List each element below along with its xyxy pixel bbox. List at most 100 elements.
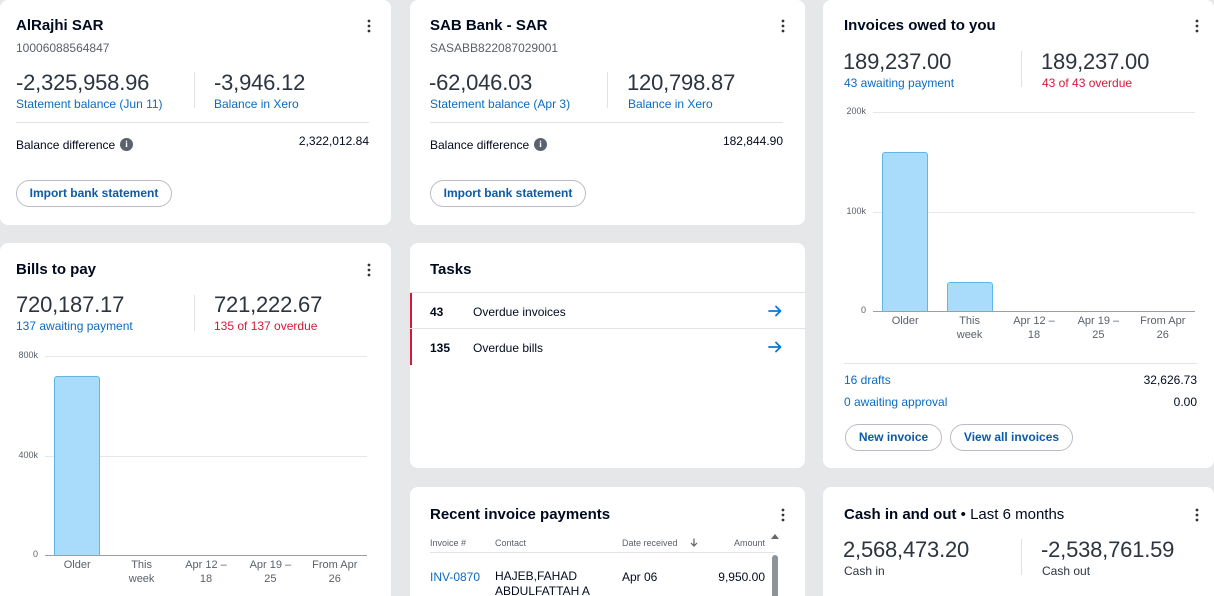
bills-to-pay-card: Bills to pay 720,187.17 137 awaiting pay… <box>0 243 391 596</box>
card-title[interactable]: Invoices owed to you <box>844 17 996 34</box>
chart-bar[interactable] <box>882 151 929 311</box>
scrollbar-thumb[interactable] <box>772 555 778 596</box>
gridline <box>873 112 1195 113</box>
period-label: • Last 6 months <box>960 506 1065 523</box>
task-count: 43 <box>430 305 444 319</box>
overdue-amount: 721,222.67 <box>214 292 323 317</box>
contact-name: HAJEB,FAHAD ABDULFATTAH A <box>495 569 590 596</box>
xero-balance-link[interactable]: Balance in Xero <box>214 97 299 111</box>
bank-account-number: 10006088564847 <box>16 41 110 55</box>
column-header-contact[interactable]: Contact <box>495 538 527 548</box>
statement-balance-amount: -62,046.03 <box>429 70 533 95</box>
more-options-icon[interactable] <box>361 18 377 34</box>
drafts-value: 32,626.73 <box>1143 373 1197 387</box>
recent-payments-card: Recent invoice payments Invoice # Contac… <box>410 487 805 596</box>
xero-balance-link[interactable]: Balance in Xero <box>628 97 713 111</box>
gridline <box>45 555 367 556</box>
cash-in-out-card: Cash in and out • Last 6 months 2,568,47… <box>823 487 1214 596</box>
more-options-icon[interactable] <box>1189 507 1205 523</box>
cash-out-amount: -2,538,761.59 <box>1041 537 1175 562</box>
more-options-icon[interactable] <box>775 18 791 34</box>
balance-difference-label: Balance difference <box>16 138 116 152</box>
statement-balance-link[interactable]: Statement balance (Jun 11) <box>16 97 163 111</box>
y-tick-label: 200k <box>846 106 866 116</box>
y-tick-label: 800k <box>18 350 38 360</box>
x-category-label: Apr 19 –25 <box>1077 315 1120 341</box>
invoice-number-link[interactable]: INV-0870 <box>430 570 481 584</box>
chart-bar[interactable] <box>54 375 101 555</box>
info-icon[interactable]: i <box>534 138 547 151</box>
awaiting-amount: 720,187.17 <box>16 292 125 317</box>
task-overdue-invoices[interactable]: 43 Overdue invoices <box>410 293 805 329</box>
more-options-icon[interactable] <box>361 262 377 278</box>
import-bank-statement-button[interactable]: Import bank statement <box>16 180 172 207</box>
table-row[interactable]: INV-0870 HAJEB,FAHAD ABDULFATTAH A Apr 0… <box>410 553 770 596</box>
scrollbar[interactable] <box>771 533 779 596</box>
divider <box>1021 51 1022 87</box>
statement-balance-link[interactable]: Statement balance (Apr 3) <box>430 97 571 111</box>
alrajhi-bank-card: AlRajhi SAR 10006088564847 -2,325,958.96… <box>0 0 391 225</box>
awaiting-payment-link[interactable]: 43 awaiting payment <box>844 76 955 90</box>
overdue-amount: 189,237.00 <box>1041 49 1150 74</box>
card-title-row: Cash in and out • Last 6 months <box>844 506 1064 523</box>
chart-bar[interactable] <box>946 282 993 311</box>
y-tick-label: 0 <box>860 305 866 315</box>
arrow-right-icon[interactable] <box>767 339 783 355</box>
awaiting-payment-link[interactable]: 137 awaiting payment <box>16 319 133 333</box>
divider <box>16 122 369 123</box>
task-overdue-bills[interactable]: 135 Overdue bills <box>410 329 805 365</box>
column-header-invoice[interactable]: Invoice # <box>430 538 467 548</box>
column-header-amount[interactable]: Amount <box>733 538 765 548</box>
x-category-label: From Apr 26 <box>312 559 358 585</box>
card-title[interactable]: Cash in and out <box>844 506 957 523</box>
gridline <box>45 455 367 457</box>
x-category-label: From Apr 26 <box>1140 315 1186 341</box>
cash-in-amount: 2,568,473.20 <box>843 537 970 562</box>
divider <box>1021 539 1022 575</box>
import-bank-statement-button[interactable]: Import bank statement <box>430 180 586 207</box>
awaiting-approval-link[interactable]: 0 awaiting approval <box>844 395 948 409</box>
awaiting-approval-value: 0.00 <box>1173 395 1197 409</box>
xero-balance-amount: -3,946.12 <box>214 70 306 95</box>
task-count: 135 <box>430 341 451 355</box>
more-options-icon[interactable] <box>1189 18 1205 34</box>
divider <box>410 292 805 293</box>
y-tick-label: 100k <box>846 205 866 216</box>
bank-account-title[interactable]: SAB Bank - SAR <box>430 17 548 34</box>
info-icon[interactable]: i <box>120 138 133 151</box>
xero-balance-amount: 120,798.87 <box>627 70 736 95</box>
tasks-card: Tasks 43 Overdue invoices 135 Overdue bi… <box>410 243 805 468</box>
bank-account-number: SASABB822087029001 <box>430 41 559 55</box>
y-tick-label: 0 <box>32 549 38 559</box>
overdue-link[interactable]: 135 of 137 overdue <box>214 319 318 333</box>
column-header-date[interactable]: Date received <box>622 538 678 548</box>
more-options-icon[interactable] <box>775 507 791 523</box>
x-category-label: This week <box>956 315 983 341</box>
drafts-link[interactable]: 16 drafts <box>844 373 891 387</box>
task-label: Overdue invoices <box>473 305 566 319</box>
gridline <box>873 311 1195 312</box>
task-label: Overdue bills <box>473 341 544 355</box>
date-received: Apr 06 <box>622 570 658 584</box>
statement-balance-amount: -2,325,958.96 <box>16 70 150 95</box>
x-category-label: Apr 12 –18 <box>185 559 227 585</box>
bank-account-title[interactable]: AlRajhi SAR <box>16 17 104 34</box>
awaiting-amount: 189,237.00 <box>843 49 952 74</box>
divider <box>430 552 775 553</box>
view-all-invoices-button[interactable]: View all invoices <box>950 424 1073 451</box>
gridline <box>45 356 367 357</box>
sort-down-icon[interactable] <box>689 537 699 548</box>
arrow-right-icon[interactable] <box>767 303 783 319</box>
invoices-owed-card: Invoices owed to you 189,237.00 43 await… <box>823 0 1214 468</box>
overdue-link[interactable]: 43 of 43 overdue <box>1042 76 1133 90</box>
invoices-bar-chart: 0 100k 200k Older This week Apr 12 –18 Apr 19 –… <box>823 0 1214 360</box>
scroll-up-icon[interactable] <box>771 533 779 539</box>
overdue-marker <box>410 329 412 365</box>
balance-difference-label: Balance difference <box>430 138 530 152</box>
card-title[interactable]: Bills to pay <box>16 261 97 278</box>
gridline <box>873 211 1195 213</box>
x-category-label: Apr 12 –18 <box>1013 315 1055 341</box>
new-invoice-button[interactable]: New invoice <box>845 424 942 451</box>
card-title[interactable]: Recent invoice payments <box>430 506 611 523</box>
divider <box>194 72 195 108</box>
